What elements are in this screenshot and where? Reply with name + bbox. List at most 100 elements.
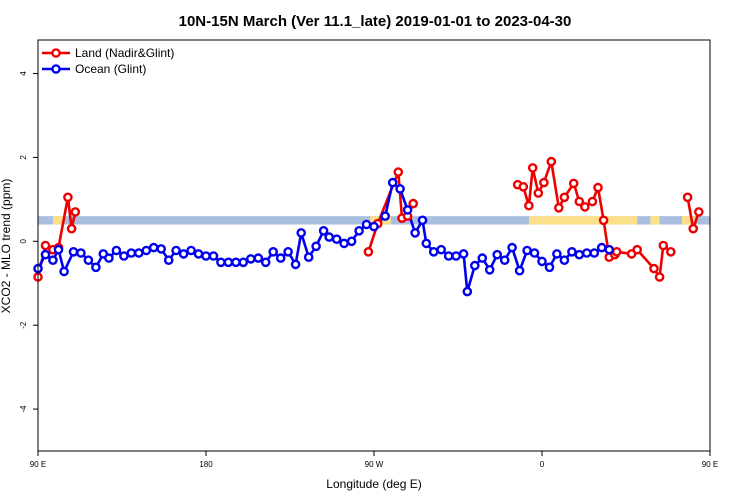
land-point — [598, 215, 609, 226]
land-point — [688, 223, 699, 234]
ocean-point — [346, 236, 357, 247]
ocean-point — [201, 251, 211, 261]
x-tick-label: 90 E — [702, 460, 718, 469]
land-point — [40, 240, 51, 251]
band-land-segment — [52, 216, 65, 225]
x-tick-label: 0 — [540, 460, 545, 469]
land-point — [682, 192, 693, 203]
ocean-point — [48, 255, 58, 266]
ocean-point — [380, 211, 391, 221]
ocean-point — [387, 177, 398, 188]
ocean-point — [499, 255, 510, 266]
ocean-point — [59, 266, 69, 277]
land-point — [580, 202, 590, 212]
ocean-point — [111, 245, 122, 256]
land-point — [393, 167, 404, 177]
y-axis-label: XCO2 - MLO trend (ppm) — [0, 179, 13, 314]
ocean-point — [395, 184, 405, 194]
ocean-point — [421, 238, 432, 249]
land-point — [554, 202, 564, 213]
ocean-point — [604, 244, 615, 255]
ocean-point — [40, 249, 51, 260]
land-point — [694, 207, 704, 217]
ocean-point — [53, 244, 64, 255]
ocean-point — [582, 248, 592, 258]
land-point — [611, 246, 622, 257]
ocean-point — [290, 259, 301, 270]
ocean-point — [208, 251, 219, 261]
ocean-point — [156, 244, 166, 254]
ocean-point — [492, 249, 503, 260]
land-point — [666, 246, 676, 257]
ocean-point — [402, 205, 413, 215]
ocean-point — [283, 246, 293, 257]
ocean-point — [436, 244, 447, 255]
ocean-point — [231, 257, 241, 268]
ocean-point — [462, 286, 473, 297]
ocean-point — [119, 251, 129, 261]
ocean-point — [303, 252, 314, 263]
ocean-point — [91, 262, 101, 273]
ocean-point — [178, 249, 189, 259]
y-tick-label: -4 — [19, 405, 28, 413]
ocean-point — [245, 254, 256, 264]
land-point — [568, 178, 579, 189]
ocean-point — [417, 215, 428, 226]
land-series-line — [517, 160, 616, 259]
ocean-point — [238, 257, 249, 268]
x-axis-ticks: 90 E 180 90 W 0 90 E — [30, 451, 718, 469]
chart-title: 10N-15N March (Ver 11.1_late) 2019-01-01… — [179, 13, 572, 30]
land-point — [593, 182, 603, 193]
ocean-point — [514, 265, 525, 276]
ocean-point — [507, 242, 517, 253]
ocean-series-line — [36, 181, 610, 293]
ocean-point — [339, 238, 349, 249]
ocean-point — [477, 253, 488, 263]
ocean-point — [331, 234, 342, 244]
ocean-point — [253, 253, 264, 263]
ocean-point — [469, 260, 480, 271]
y-tick-label: 4 — [19, 71, 28, 76]
land-point — [363, 246, 374, 257]
legend-label: Ocean (Glint) — [75, 62, 146, 76]
ocean-point — [148, 242, 159, 253]
land-point — [632, 244, 643, 255]
ocean-point — [428, 246, 439, 257]
land-point — [66, 223, 77, 234]
ocean-point — [318, 225, 329, 236]
x-tick-label: 180 — [199, 460, 213, 469]
ocean-point — [458, 249, 469, 259]
band-land-segment — [528, 216, 638, 225]
land-point — [649, 263, 659, 274]
ocean-point — [544, 262, 555, 273]
ocean-point — [596, 242, 607, 253]
legend: Land (Nadir&Glint) Ocean (Glint) — [42, 46, 174, 76]
ocean-point — [133, 248, 144, 258]
ocean-point — [529, 248, 540, 258]
ocean-point — [369, 221, 379, 232]
plot-series — [33, 156, 704, 297]
land-point — [524, 200, 534, 211]
land-point — [559, 192, 570, 203]
y-tick-label: 0 — [19, 239, 28, 244]
ocean-point — [126, 248, 137, 258]
ocean-point — [216, 257, 226, 268]
ocean-point — [443, 251, 454, 261]
legend-label: Land (Nadir&Glint) — [75, 46, 174, 60]
ocean-point — [141, 245, 152, 256]
land-point — [654, 272, 665, 282]
band-land-segment — [650, 216, 660, 225]
x-axis-label: Longitude (deg E) — [326, 477, 421, 491]
ocean-point — [552, 249, 562, 259]
ocean-point — [361, 219, 372, 230]
ocean-point — [589, 248, 600, 258]
land-point — [527, 163, 538, 173]
ocean-point — [275, 253, 286, 263]
land-point — [70, 207, 81, 217]
band-land-segment — [682, 216, 696, 225]
x-tick-label: 90 E — [30, 460, 46, 469]
y-axis-ticks: -4 -2 0 2 4 — [19, 71, 38, 413]
ocean-point — [186, 245, 196, 256]
legend-marker — [51, 64, 61, 74]
